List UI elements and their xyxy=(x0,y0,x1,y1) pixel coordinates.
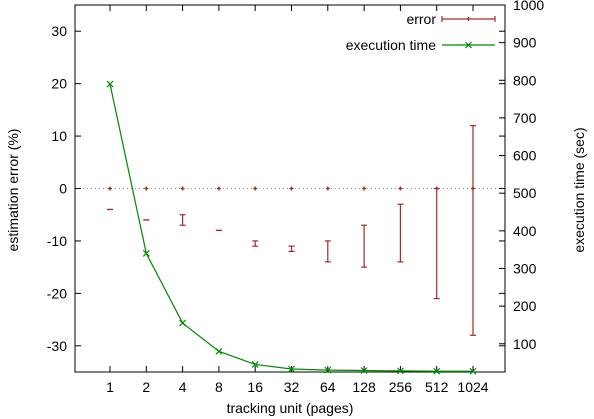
legend: error execution time xyxy=(346,11,496,53)
marker-stroke xyxy=(215,347,223,355)
x-tick-label: 8 xyxy=(215,379,223,395)
y2-tick-label: 200 xyxy=(513,298,537,314)
marker-stroke xyxy=(142,250,150,257)
y2-tick-label: 100 xyxy=(513,336,537,352)
y2-tick-label: 900 xyxy=(513,35,537,51)
x-tick-label: 64 xyxy=(320,379,336,395)
y-tick-label: 20 xyxy=(51,76,67,92)
x-tick-label: 128 xyxy=(352,379,376,395)
marker-stroke xyxy=(251,361,259,368)
y2-tick-label: 700 xyxy=(513,110,537,126)
execution-time-point xyxy=(288,365,295,373)
execution-time-point xyxy=(360,367,368,374)
execution-time-line xyxy=(109,83,473,372)
marker-stroke xyxy=(433,367,441,375)
x-tick-label: 32 xyxy=(284,379,300,395)
y-axis-label: estimation error (%) xyxy=(5,129,21,252)
y2-tick-label: 400 xyxy=(513,223,537,239)
legend-label-execution-time: execution time xyxy=(346,37,436,53)
marker-stroke xyxy=(288,365,295,373)
y2-tick-label: 500 xyxy=(513,185,537,201)
y2-tick-label: 800 xyxy=(513,72,537,88)
execution-time-point xyxy=(469,367,477,375)
execution-time-point xyxy=(396,367,404,375)
execution-time-point xyxy=(106,80,114,88)
x-tick-label: 2 xyxy=(142,379,150,395)
y-tick-label: 30 xyxy=(51,23,67,39)
execution-time-point xyxy=(215,347,223,355)
x-tick-label: 16 xyxy=(247,379,263,395)
right-axis: 100 200 300 400 500 600 700 800 900 1000 xyxy=(499,0,544,352)
execution-time-point xyxy=(179,319,187,327)
execution-time-point xyxy=(433,367,441,375)
marker-stroke xyxy=(179,319,187,327)
x-axis-label: tracking unit (pages) xyxy=(227,400,354,416)
marker-stroke xyxy=(360,367,368,374)
legend-marker xyxy=(465,41,472,49)
marker-stroke xyxy=(469,367,477,375)
x-tick-label: 4 xyxy=(179,379,187,395)
y-tick-label: 0 xyxy=(59,181,67,197)
y2-tick-label: 1000 xyxy=(513,0,544,13)
execution-time-series xyxy=(106,80,477,375)
y2-tick-label: 300 xyxy=(513,260,537,276)
x-tick-label: 256 xyxy=(389,379,413,395)
execution-time-point xyxy=(142,250,150,257)
x-tick-label: 512 xyxy=(425,379,449,395)
legend-label-error: error xyxy=(406,11,436,27)
y-tick-label: -10 xyxy=(47,233,67,249)
error-series xyxy=(107,124,476,336)
marker-stroke xyxy=(396,367,404,375)
execution-time-point xyxy=(251,361,259,368)
left-axis: -30 -20 -10 0 10 20 30 xyxy=(47,23,505,354)
y-tick-label: -20 xyxy=(47,285,67,301)
x-tick-label: 1 xyxy=(106,379,114,395)
x-axis: 1 2 4 8 16 32 64 128 256 512 1024 xyxy=(106,5,489,395)
marker-stroke xyxy=(106,80,114,88)
y2-tick-label: 600 xyxy=(513,148,537,164)
y-tick-label: -30 xyxy=(47,338,67,354)
y2-axis-label: execution time (sec) xyxy=(571,127,587,252)
y-tick-label: 10 xyxy=(51,128,67,144)
x-tick-label: 1024 xyxy=(457,379,488,395)
execution-time-point xyxy=(324,366,332,374)
marker-stroke xyxy=(324,366,332,374)
